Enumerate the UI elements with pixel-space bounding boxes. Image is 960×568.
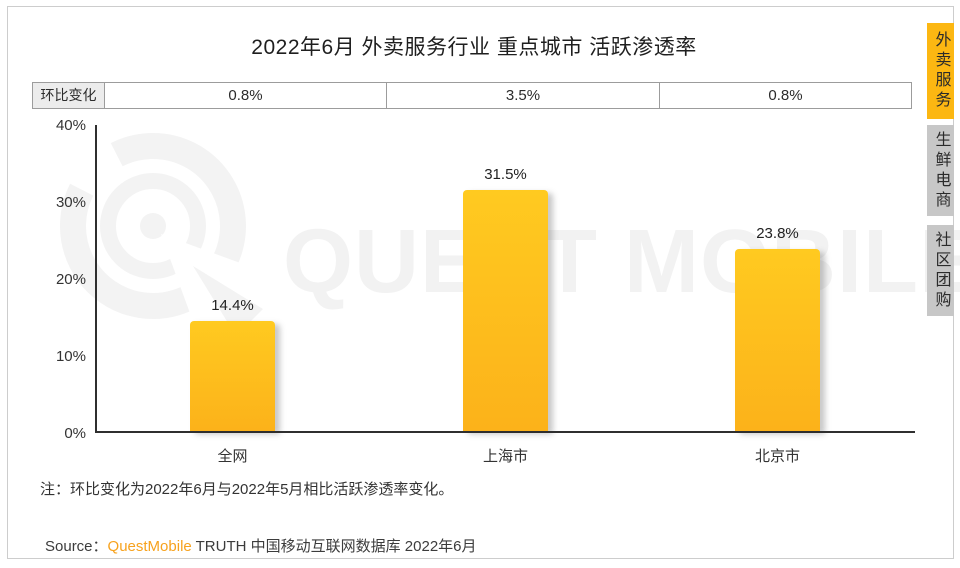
mom-change-value-quanwang: 0.8% (104, 82, 387, 109)
y-axis-line (95, 125, 97, 433)
tab-shengxian-dianshang[interactable]: 生鲜电商 (927, 125, 954, 216)
y-tick-30: 30% (55, 194, 86, 211)
bar-value-label: 14.4% (211, 297, 254, 314)
y-tick-40: 40% (55, 117, 86, 134)
mom-change-table: 环比变化 0.8% 3.5% 0.8% (32, 82, 912, 109)
source-prefix: Source： (45, 538, 108, 555)
y-tick-0: 0% (64, 425, 86, 442)
source-suffix: TRUTH 中国移动互联网数据库 2022年6月 (191, 538, 477, 555)
questmobile-watermark-text: QUEST MOBILE (283, 212, 960, 312)
bar-beijing (735, 249, 820, 431)
mom-change-value-beijing: 0.8% (659, 82, 912, 109)
bar-quanwang (190, 321, 275, 431)
questmobile-logo-watermark-icon (60, 133, 263, 336)
tab-waimai-fuwu[interactable]: 外卖服务 (927, 23, 954, 119)
page-title: 2022年6月 外卖服务行业 重点城市 活跃渗透率 (251, 36, 697, 59)
x-label-beijing: 北京市 (754, 448, 800, 465)
mom-change-value-shanghai: 3.5% (386, 82, 660, 109)
bar-group-quanwang: 14.4% (190, 297, 275, 431)
mom-change-label: 环比变化 (32, 82, 105, 109)
bar-group-beijing: 23.8% (735, 225, 820, 431)
bar-value-label: 31.5% (484, 166, 527, 183)
bar-value-label: 23.8% (756, 225, 799, 242)
bar-group-shanghai: 31.5% (463, 166, 548, 431)
source-brand: QuestMobile (107, 538, 192, 555)
x-label-quanwang: 全网 (217, 448, 248, 465)
footnote: 注：环比变化为2022年6月与2022年5月相比活跃渗透率变化。 (40, 481, 454, 498)
tab-shequ-tuangou[interactable]: 社区团购 (927, 225, 954, 316)
y-tick-10: 10% (55, 348, 86, 365)
x-label-shanghai: 上海市 (482, 448, 528, 465)
source-line: Source：QuestMobile TRUTH 中国移动互联网数据库 2022… (45, 535, 477, 556)
bar-shanghai (463, 190, 548, 431)
x-axis-line (95, 431, 915, 433)
y-tick-20: 20% (55, 271, 86, 288)
